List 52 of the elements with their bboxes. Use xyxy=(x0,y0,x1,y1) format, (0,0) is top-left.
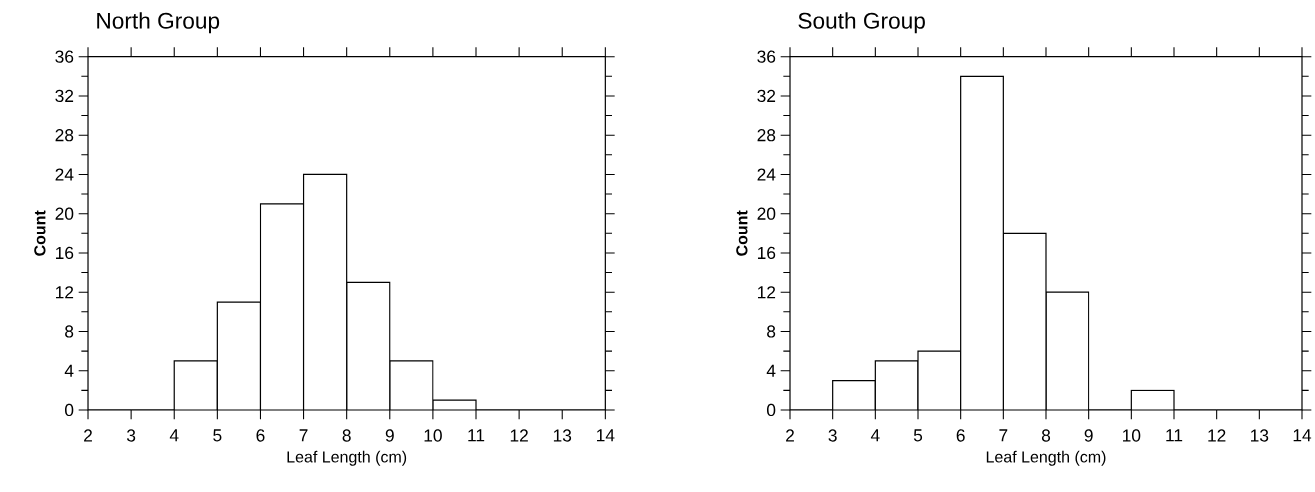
x-tick-label: 14 xyxy=(597,429,615,442)
x-tick-label: 2 xyxy=(786,429,794,442)
y-tick-label: 0 xyxy=(65,403,74,417)
x-tick-label: 8 xyxy=(342,429,351,442)
y-tick-label: 8 xyxy=(767,325,776,338)
y-tick-label: 0 xyxy=(766,403,776,417)
x-tick-label: 9 xyxy=(385,429,394,442)
x-tick-label: 4 xyxy=(169,429,179,442)
y-tick-label: 32 xyxy=(757,89,776,103)
y-tick-label: 24 xyxy=(55,168,74,181)
x-tick-label: 2 xyxy=(84,429,92,442)
x-tick-label: 11 xyxy=(468,429,485,442)
y-tick-label: 16 xyxy=(758,246,776,260)
x-tick-label: 5 xyxy=(213,429,222,442)
x-tick-label: 9 xyxy=(1084,429,1093,442)
chart-title: North Group xyxy=(97,12,220,34)
x-tick-label: 12 xyxy=(510,429,528,442)
x-tick-label: 5 xyxy=(913,429,923,442)
x-tick-label: 4 xyxy=(870,429,880,442)
y-tick-label: 20 xyxy=(757,207,776,220)
x-tick-label: 6 xyxy=(256,429,265,442)
x-axis-title: Leaf Length (cm) xyxy=(287,450,407,466)
y-tick-label: 12 xyxy=(758,286,776,299)
x-tick-label: 7 xyxy=(299,429,308,442)
x-tick-label: 8 xyxy=(1041,429,1051,442)
x-tick-label: 14 xyxy=(1293,429,1312,442)
y-tick-label: 8 xyxy=(65,325,74,338)
chart-title: South Group xyxy=(798,12,925,34)
x-tick-label: 7 xyxy=(999,429,1008,442)
x-tick-label: 13 xyxy=(1251,429,1269,442)
y-tick-label: 24 xyxy=(757,168,776,181)
x-axis-title: Leaf Length (cm) xyxy=(986,450,1106,466)
x-tick-label: 12 xyxy=(1208,429,1226,442)
y-tick-label: 16 xyxy=(56,246,74,260)
y-tick-label: 32 xyxy=(55,89,74,103)
y-tick-label: 36 xyxy=(55,50,74,63)
y-tick-label: 4 xyxy=(766,364,776,377)
x-tick-label: 10 xyxy=(1123,429,1141,442)
y-tick-label: 4 xyxy=(64,364,74,377)
y-tick-label: 12 xyxy=(56,286,74,299)
x-tick-label: 11 xyxy=(1166,429,1183,442)
y-tick-label: 36 xyxy=(757,50,776,63)
y-axis-title: Count xyxy=(34,210,46,256)
x-tick-label: 3 xyxy=(828,429,837,442)
x-tick-label: 3 xyxy=(126,429,136,442)
x-tick-label: 10 xyxy=(424,429,442,442)
y-axis-title: Count xyxy=(736,210,748,256)
y-tick-label: 20 xyxy=(55,207,74,220)
x-tick-label: 6 xyxy=(956,429,965,442)
y-tick-label: 28 xyxy=(757,129,776,142)
y-tick-label: 28 xyxy=(55,129,74,142)
x-tick-label: 13 xyxy=(553,429,572,442)
